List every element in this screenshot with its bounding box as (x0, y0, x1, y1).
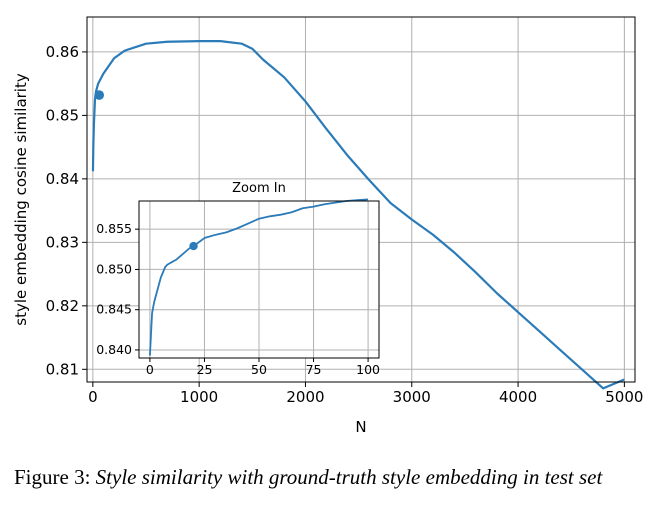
main-y-tick-label: 0.85 (46, 106, 79, 124)
main-y-tick-label: 0.81 (46, 360, 79, 378)
main-series-line (91, 40, 625, 390)
main-chart: 0 1000 2000 3000 4000 50000.810.820.830.840.8… (12, 16, 643, 436)
caption-text: Style similarity with ground-truth style… (95, 465, 603, 489)
main-y-tick-label: 0.83 (46, 233, 79, 251)
inset-x-tick-label: 100 (356, 362, 380, 377)
inset-x-tick-label: 0 (146, 362, 154, 377)
main-x-tick-label: 3000 (393, 388, 431, 406)
main-y-tick-label: 0.82 (46, 297, 79, 315)
main-y-axis-label: style embedding cosine similarity (12, 73, 30, 326)
main-x-tick-label: 4000 (499, 388, 537, 406)
main-x-tick-label: 1000 (180, 388, 218, 406)
main-x-axis-label: N (355, 418, 366, 436)
caption-label: Figure 3: (14, 465, 91, 489)
figure-caption: Figure 3: Style similarity with ground-t… (14, 462, 654, 492)
inset-x-tick-label: 50 (251, 362, 267, 377)
main-y-tick-label: 0.84 (46, 170, 79, 188)
inset-y-tick-label: 0.855 (96, 221, 132, 236)
main-x-tick-label: 0 (88, 388, 98, 406)
main-y-tick-label: 0.86 (46, 43, 79, 61)
inset-title: Zoom In (232, 181, 286, 196)
inset-highlight-point (189, 241, 198, 251)
figure-canvas: 0 1000 2000 3000 4000 50000.810.820.830.840.8… (12, 16, 643, 436)
inset-zoom-chart: 0 25 50 75 100 0.840 0.845 0.850 0.855 Zoom In (96, 181, 380, 377)
inset-y-tick-label: 0.850 (96, 261, 132, 276)
inset-y-tick-label: 0.840 (96, 342, 132, 357)
main-x-tick-label: 5000 (605, 388, 643, 406)
inset-y-tick-label: 0.845 (96, 302, 132, 317)
inset-x-tick-label: 25 (197, 362, 213, 377)
inset-x-tick-label: 75 (306, 362, 322, 377)
main-axes-frame (86, 16, 636, 383)
main-x-tick-label: 2000 (286, 388, 324, 406)
main-highlight-point (94, 90, 105, 100)
inset-series-line (149, 198, 369, 356)
